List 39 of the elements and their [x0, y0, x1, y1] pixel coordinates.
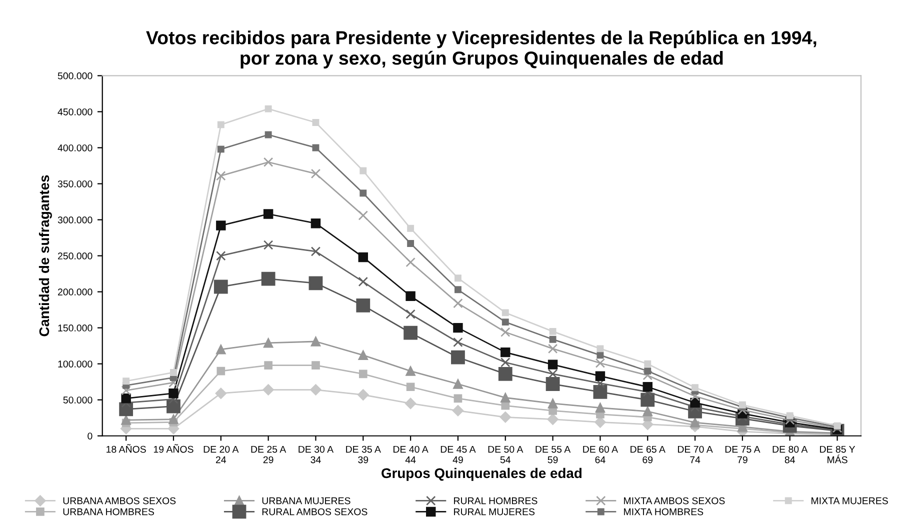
y-tick-label: 50.000 — [63, 396, 92, 404]
legend-label: URBANA MUJERES — [262, 497, 350, 504]
legend-label: MIXTA AMBOS SEXOS — [624, 497, 725, 504]
legend-label: RURAL HOMBRES — [454, 497, 538, 504]
x-tick-label: DE 30 A 34 — [298, 446, 334, 464]
legend-label: RURAL AMBOS SEXOS — [262, 508, 368, 516]
x-tick-label: DE 55 A 59 — [536, 446, 571, 464]
y-tick-label: 100.000 — [58, 360, 92, 368]
x-tick-label: 18 AÑOS — [106, 444, 146, 453]
x-tick-label: DE 80 A 84 — [772, 446, 808, 464]
x-tick-label: DE 85 Y MÁS — [820, 446, 856, 464]
x-tick-label: DE 65 A 69 — [630, 446, 666, 464]
x-tick-label: DE 45 A 49 — [440, 446, 476, 464]
y-axis-title: Cantidad de sufragantes — [38, 175, 52, 336]
x-tick-label: DE 70 A 74 — [678, 446, 713, 464]
x-tick-label: DE 75 A 79 — [725, 446, 760, 464]
x-tick-label: DE 25 A 29 — [251, 446, 286, 464]
y-tick-label: 450.000 — [58, 108, 92, 116]
y-tick-label: 500.000 — [58, 72, 92, 80]
x-axis-title: Grupos Quinquenales de edad — [382, 468, 582, 481]
legend-label: URBANA HOMBRES — [63, 508, 154, 516]
y-tick-label: 200.000 — [58, 288, 92, 296]
y-tick-label: 250.000 — [58, 252, 92, 260]
x-tick-label: 19 AÑOS — [154, 444, 194, 453]
y-tick-label: 350.000 — [58, 180, 92, 188]
chart-title: Votos recibidos para Presidente y Vicepresidentes de la República en 1994, por zona y sexo, según Grupos Quinquenales de edad — [146, 30, 816, 69]
x-tick-label: DE 35 A 39 — [346, 446, 381, 464]
y-tick-label: 150.000 — [58, 324, 92, 332]
y-tick-label: 0 — [88, 432, 92, 440]
x-tick-label: DE 20 A 24 — [204, 446, 239, 464]
legend-label: RURAL MUJERES — [454, 508, 535, 516]
x-tick-label: DE 60 A 64 — [583, 446, 618, 464]
x-tick-label: DE 40 A 44 — [394, 446, 428, 464]
legend-label: URBANA AMBOS SEXOS — [63, 497, 176, 504]
y-tick-label: 400.000 — [58, 144, 92, 152]
legend-label: MIXTA HOMBRES — [624, 508, 704, 516]
legend-label: MIXTA MUJERES — [812, 497, 888, 504]
x-tick-label: DE 50 A 54 — [488, 446, 524, 464]
y-tick-label: 300.000 — [58, 216, 92, 224]
